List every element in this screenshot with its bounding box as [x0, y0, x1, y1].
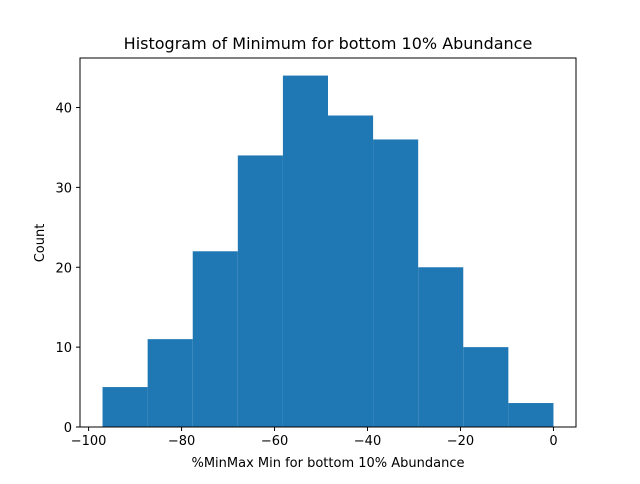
plot-frame — [79, 57, 577, 428]
y-axis-label: Count — [33, 224, 48, 263]
x-tick-label: 0 — [549, 434, 557, 449]
histogram-bar — [508, 403, 554, 427]
histogram-bar — [418, 267, 464, 427]
y-tick-label: 40 — [55, 102, 72, 117]
histogram-bar — [192, 251, 238, 427]
y-tick-label: 20 — [55, 261, 72, 276]
histogram-bar — [237, 155, 283, 427]
histogram-bar — [147, 339, 193, 427]
histogram-bar — [328, 115, 374, 427]
y-tick-label: 0 — [64, 421, 72, 436]
histogram-bar — [463, 347, 509, 427]
x-tick-label: −40 — [354, 434, 381, 449]
histogram-bar — [373, 139, 419, 427]
x-tick-label: −60 — [261, 434, 288, 449]
x-axis-ticks: −100 −80 −60 −40 −20 0 — [71, 427, 558, 449]
y-tick-label: 10 — [55, 341, 72, 356]
histogram-bar — [102, 387, 148, 427]
y-axis-ticks: 0 10 20 30 40 — [55, 102, 80, 436]
histogram-bar — [282, 75, 328, 428]
y-tick-label: 30 — [55, 181, 72, 196]
x-tick-label: −80 — [168, 434, 195, 449]
chart-title: Histogram of Minimum for bottom 10% Abun… — [124, 34, 533, 53]
x-axis-label: %MinMax Min for bottom 10% Abundance — [191, 456, 464, 471]
x-tick-label: −20 — [447, 434, 474, 449]
histogram-bars — [102, 75, 554, 428]
x-tick-label: −100 — [71, 434, 107, 449]
